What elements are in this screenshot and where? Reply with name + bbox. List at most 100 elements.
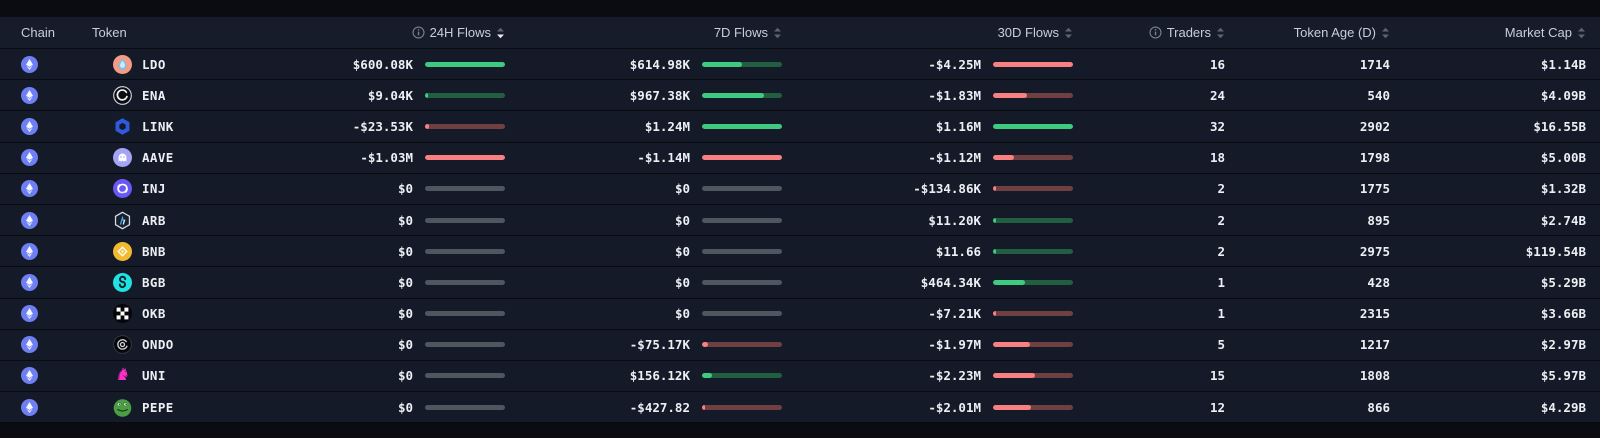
token-cell[interactable]: LDO bbox=[92, 54, 278, 74]
col-header-7d-flows[interactable]: 7D Flows bbox=[505, 25, 782, 40]
token-cell[interactable]: LINK bbox=[92, 117, 278, 136]
okb-token-icon bbox=[113, 304, 132, 324]
flows-7d-bar bbox=[702, 217, 782, 223]
traders-value: 1 bbox=[1217, 274, 1225, 290]
flows-7d-bar bbox=[702, 123, 782, 129]
token-cell[interactable]: INJ bbox=[92, 179, 278, 199]
token-symbol: LINK bbox=[142, 118, 174, 134]
flows-24h-bar bbox=[425, 279, 505, 285]
flows-30d-value: -$1.97M bbox=[928, 337, 981, 353]
flows-30d-bar bbox=[993, 123, 1073, 129]
table-row[interactable]: BNB $0 $0 $11.66 2 2975 $119.54B bbox=[0, 236, 1600, 268]
ethereum-chain-icon bbox=[21, 398, 38, 416]
sort-icon[interactable] bbox=[1216, 27, 1225, 39]
flows-30d-bar bbox=[993, 311, 1073, 317]
bgb-token-icon bbox=[113, 272, 132, 292]
token-age-value: 2902 bbox=[1359, 118, 1390, 134]
token-symbol: ENA bbox=[142, 87, 166, 103]
table-row[interactable]: ONDO $0 -$75.17K -$1.97M 5 1217 $2.97B bbox=[0, 329, 1600, 361]
token-age-value: 866 bbox=[1367, 399, 1390, 415]
flows-30d-value: $11.20K bbox=[928, 212, 981, 228]
bnb-token-icon bbox=[113, 241, 132, 261]
flows-30d-bar bbox=[993, 248, 1073, 254]
token-symbol: ARB bbox=[142, 212, 166, 228]
table-row[interactable]: AAVE -$1.03M -$1.14M -$1.12M 18 1798 $5.… bbox=[0, 142, 1600, 174]
flows-7d-bar bbox=[702, 248, 782, 254]
token-cell[interactable]: AAVE bbox=[92, 148, 278, 168]
ethereum-chain-icon bbox=[21, 305, 38, 323]
token-symbol: INJ bbox=[142, 181, 166, 197]
flows-7d-bar bbox=[702, 311, 782, 317]
flows-24h-value: -$23.53K bbox=[352, 118, 413, 134]
info-icon[interactable] bbox=[1149, 26, 1162, 39]
flows-7d-value: $0 bbox=[674, 274, 690, 290]
token-symbol: ONDO bbox=[142, 337, 174, 353]
ethereum-chain-icon bbox=[21, 117, 38, 135]
flows-7d-value: $0 bbox=[674, 181, 690, 197]
token-cell[interactable]: ♞ UNI bbox=[92, 365, 278, 386]
token-symbol: BNB bbox=[142, 243, 166, 259]
table-row[interactable]: ARB $0 $0 $11.20K 2 895 $2.74B bbox=[0, 204, 1600, 237]
flows-7d-value: -$427.82 bbox=[629, 399, 690, 415]
token-age-value: 2315 bbox=[1359, 306, 1390, 322]
traders-value: 2 bbox=[1217, 243, 1225, 259]
col-header-traders[interactable]: Traders bbox=[1073, 25, 1225, 40]
col-header-24h-flows[interactable]: 24H Flows bbox=[278, 25, 505, 40]
info-icon[interactable] bbox=[412, 26, 425, 39]
flows-24h-bar bbox=[425, 155, 505, 161]
col-header-market-cap[interactable]: Market Cap bbox=[1390, 25, 1600, 40]
table-row[interactable]: ♞ UNI $0 $156.12K -$2.23M 15 1808 $5.97B bbox=[0, 360, 1600, 393]
table-row[interactable]: PEPE $0 -$427.82 -$2.01M 12 866 $4.29B bbox=[0, 392, 1600, 424]
table-row[interactable]: LINK -$23.53K $1.24M $1.16M 32 2902 $16.… bbox=[0, 111, 1600, 143]
market-cap-value: $5.97B bbox=[1540, 368, 1586, 384]
flows-7d-bar bbox=[702, 155, 782, 161]
sort-icon[interactable] bbox=[1064, 27, 1073, 39]
token-symbol: PEPE bbox=[142, 399, 174, 415]
aave-token-icon bbox=[113, 148, 132, 168]
ldo-token-icon bbox=[113, 54, 132, 74]
ondo-token-icon bbox=[113, 335, 132, 355]
table-row[interactable]: LDO $600.08K $614.98K -$4.25M 16 1714 $1… bbox=[0, 49, 1600, 81]
token-cell[interactable]: ARB bbox=[92, 211, 278, 230]
token-symbol: BGB bbox=[142, 274, 166, 290]
token-age-value: 428 bbox=[1367, 274, 1390, 290]
token-cell[interactable]: OKB bbox=[92, 304, 278, 324]
table-row[interactable]: ENA $9.04K $967.38K -$1.83M 24 540 $4.09… bbox=[0, 80, 1600, 112]
col-header-token-age[interactable]: Token Age (D) bbox=[1225, 25, 1390, 40]
flows-30d-value: -$1.83M bbox=[928, 87, 981, 103]
sort-icon[interactable] bbox=[1577, 27, 1586, 39]
flows-24h-value: $0 bbox=[397, 274, 413, 290]
flows-24h-bar bbox=[425, 342, 505, 348]
flows-24h-value: $0 bbox=[397, 243, 413, 259]
token-cell[interactable]: ONDO bbox=[92, 335, 278, 355]
sort-icon[interactable] bbox=[773, 27, 782, 39]
traders-value: 16 bbox=[1209, 56, 1225, 72]
token-cell[interactable]: BGB bbox=[92, 272, 278, 292]
flows-24h-bar bbox=[425, 404, 505, 410]
token-symbol: UNI bbox=[142, 368, 166, 384]
flows-30d-value: $1.16M bbox=[935, 118, 981, 134]
col-header-7d-flows-label: 7D Flows bbox=[713, 25, 768, 40]
flows-24h-bar bbox=[425, 217, 505, 223]
table-row[interactable]: INJ $0 $0 -$134.86K 2 1775 $1.32B bbox=[0, 173, 1600, 205]
flows-30d-bar bbox=[993, 373, 1073, 379]
token-cell[interactable]: BNB bbox=[92, 241, 278, 261]
flows-24h-value: $0 bbox=[397, 399, 413, 415]
flows-7d-bar bbox=[702, 92, 782, 98]
table-row[interactable]: BGB $0 $0 $464.34K 1 428 $5.29B bbox=[0, 267, 1600, 299]
col-header-30d-flows[interactable]: 30D Flows bbox=[782, 25, 1073, 40]
sort-icon-desc-active[interactable] bbox=[496, 27, 505, 39]
traders-value: 24 bbox=[1209, 87, 1225, 103]
uni-token-icon: ♞ bbox=[114, 365, 131, 386]
flows-24h-value: $600.08K bbox=[352, 56, 413, 72]
col-header-traders-label: Traders bbox=[1166, 25, 1211, 40]
flows-24h-value: $0 bbox=[397, 212, 413, 228]
top-strip bbox=[0, 0, 1600, 17]
token-cell[interactable]: PEPE bbox=[92, 398, 278, 417]
table-row[interactable]: OKB $0 $0 -$7.21K 1 2315 $3.66B bbox=[0, 298, 1600, 330]
sort-icon[interactable] bbox=[1381, 27, 1390, 39]
col-header-token: Token bbox=[92, 25, 278, 40]
token-cell[interactable]: ENA bbox=[92, 85, 278, 105]
flows-30d-bar bbox=[993, 186, 1073, 192]
col-header-chain: Chain bbox=[0, 25, 92, 40]
